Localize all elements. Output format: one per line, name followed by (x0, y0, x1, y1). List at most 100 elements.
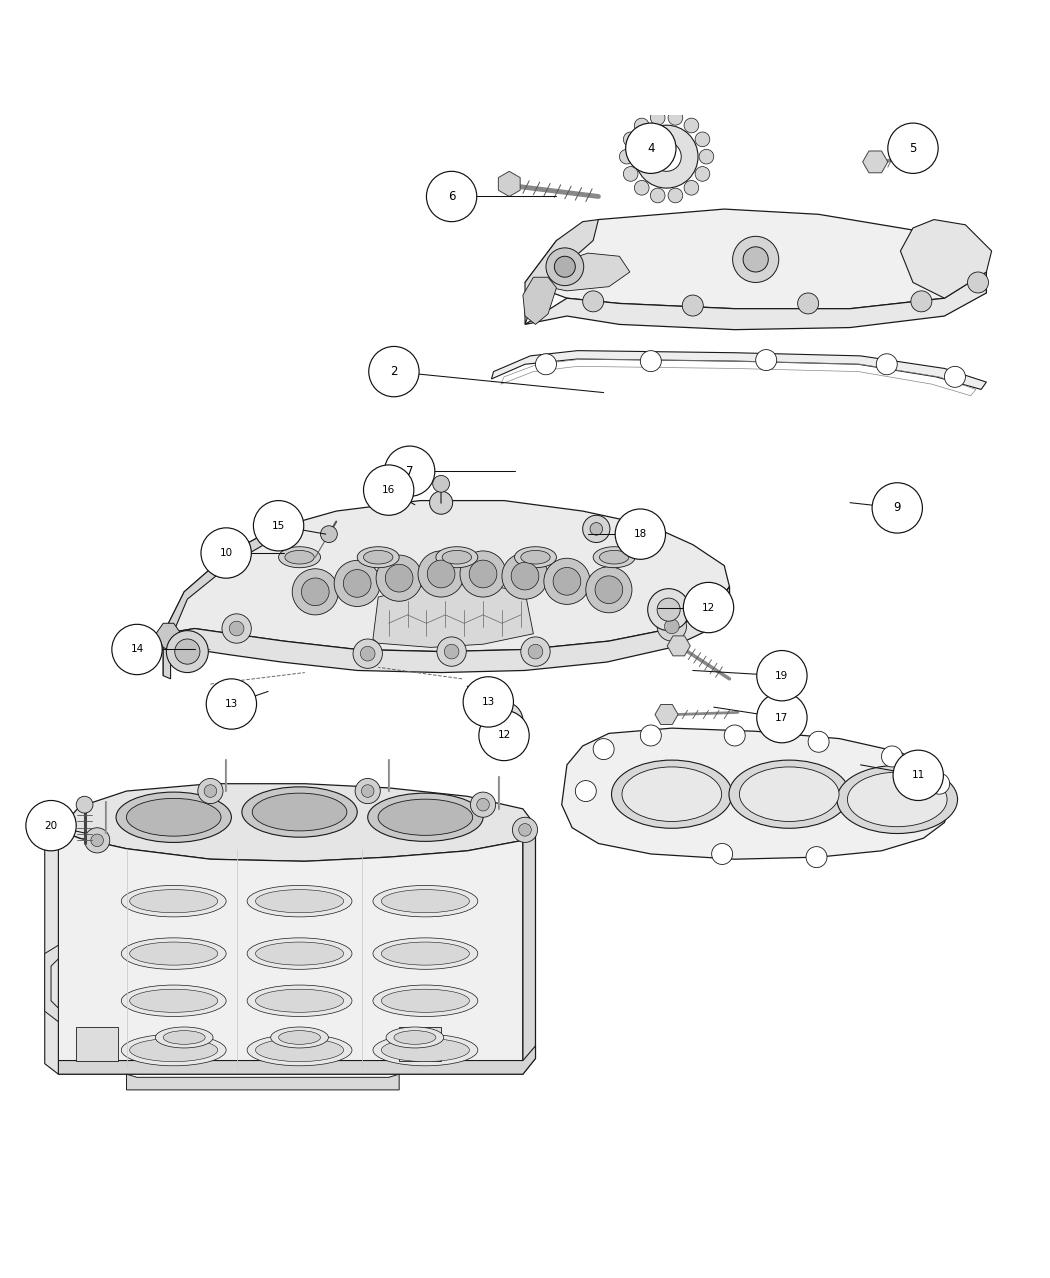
Ellipse shape (381, 1039, 469, 1062)
Ellipse shape (129, 989, 217, 1012)
Ellipse shape (442, 551, 471, 564)
Circle shape (444, 644, 459, 659)
Circle shape (479, 711, 529, 760)
Polygon shape (525, 220, 598, 325)
Ellipse shape (514, 547, 556, 567)
Ellipse shape (373, 886, 478, 916)
Polygon shape (523, 826, 536, 1075)
Polygon shape (45, 829, 59, 1075)
Circle shape (665, 619, 679, 634)
Polygon shape (163, 529, 278, 679)
Circle shape (634, 118, 649, 133)
Polygon shape (536, 253, 630, 291)
Circle shape (376, 555, 422, 601)
Ellipse shape (373, 1034, 478, 1066)
Text: 15: 15 (272, 520, 286, 530)
Text: 17: 17 (775, 713, 789, 722)
Circle shape (634, 180, 649, 196)
Circle shape (363, 465, 414, 515)
Ellipse shape (373, 985, 478, 1016)
Circle shape (668, 188, 682, 203)
Circle shape (91, 835, 104, 846)
Circle shape (502, 553, 548, 599)
Bar (77, 1028, 119, 1061)
Polygon shape (712, 587, 730, 629)
Circle shape (166, 630, 208, 672)
Circle shape (511, 562, 539, 590)
Circle shape (695, 132, 710, 147)
Circle shape (292, 569, 338, 615)
Circle shape (253, 501, 303, 551)
Ellipse shape (155, 1028, 213, 1048)
Circle shape (684, 180, 698, 196)
Circle shape (519, 823, 531, 836)
Circle shape (668, 110, 682, 125)
Ellipse shape (373, 938, 478, 969)
Circle shape (615, 509, 666, 560)
Circle shape (460, 551, 506, 597)
Text: 20: 20 (44, 820, 58, 831)
Circle shape (206, 679, 256, 730)
Ellipse shape (117, 792, 231, 842)
Circle shape (334, 560, 380, 607)
Ellipse shape (394, 1030, 436, 1044)
Ellipse shape (600, 551, 629, 564)
Ellipse shape (521, 551, 550, 564)
Circle shape (684, 118, 698, 133)
Circle shape (757, 693, 807, 743)
Ellipse shape (436, 547, 478, 567)
Polygon shape (373, 584, 533, 648)
Ellipse shape (378, 799, 472, 836)
Circle shape (699, 150, 714, 164)
Circle shape (624, 132, 638, 147)
Ellipse shape (255, 942, 343, 965)
Polygon shape (655, 704, 678, 725)
Text: 19: 19 (775, 671, 789, 681)
Circle shape (437, 636, 466, 666)
Circle shape (798, 293, 819, 314)
Circle shape (512, 817, 538, 842)
Circle shape (470, 792, 496, 817)
Text: 13: 13 (225, 699, 238, 709)
Ellipse shape (255, 989, 343, 1012)
Ellipse shape (357, 547, 399, 567)
Polygon shape (901, 220, 991, 298)
Circle shape (888, 123, 938, 174)
Ellipse shape (381, 989, 469, 1012)
Circle shape (355, 778, 380, 804)
Circle shape (624, 166, 638, 181)
Circle shape (343, 570, 371, 597)
Circle shape (733, 236, 779, 282)
Circle shape (684, 583, 734, 633)
Polygon shape (525, 272, 986, 330)
Circle shape (724, 725, 746, 746)
Circle shape (650, 188, 665, 203)
Circle shape (222, 613, 251, 643)
Circle shape (928, 773, 949, 794)
Circle shape (806, 846, 827, 868)
Text: 12: 12 (498, 731, 510, 740)
Circle shape (648, 589, 690, 630)
Ellipse shape (242, 787, 357, 837)
Text: 14: 14 (130, 644, 144, 654)
Text: 9: 9 (894, 501, 901, 515)
Ellipse shape (129, 1039, 217, 1062)
Circle shape (590, 523, 603, 535)
Ellipse shape (368, 794, 483, 841)
Circle shape (174, 639, 200, 665)
Circle shape (528, 644, 543, 659)
Polygon shape (155, 624, 181, 652)
Circle shape (544, 558, 590, 604)
Circle shape (659, 150, 674, 164)
Ellipse shape (122, 1034, 226, 1066)
Circle shape (301, 578, 329, 606)
Polygon shape (59, 829, 523, 1075)
Circle shape (427, 560, 455, 588)
Polygon shape (499, 171, 520, 197)
Ellipse shape (247, 1034, 352, 1066)
Circle shape (553, 567, 581, 596)
Text: 4: 4 (647, 142, 654, 155)
Circle shape (521, 636, 550, 666)
Ellipse shape (729, 760, 849, 828)
Circle shape (640, 725, 662, 746)
